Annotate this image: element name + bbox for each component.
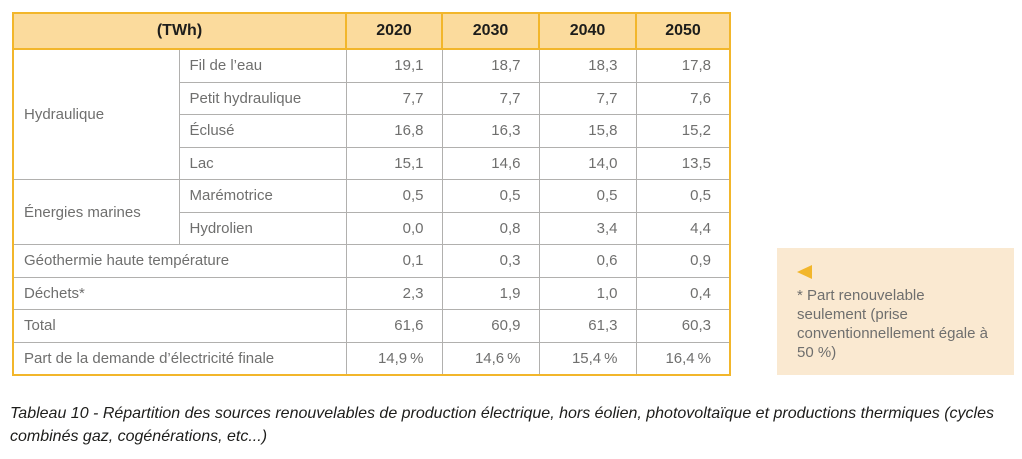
row-label-dechets: Déchets* [12,276,347,310]
cell-value: 0,1 [345,244,443,278]
cell-value: 19,1 [345,48,443,83]
cell-value: 7,7 [441,81,540,115]
cell-value: 1,9 [441,276,540,310]
cell-value: 15,8 [538,114,637,148]
table-body: Hydraulique Fil de l’eau 19,1 18,7 18,3 … [12,48,731,376]
cell-value: 7,6 [635,81,731,115]
table-caption: Tableau 10 - Répartition des sources ren… [10,405,994,446]
cell-value: 61,6 [345,309,443,343]
cell-value: 0,5 [635,179,731,213]
table-row: Énergies marines Marémotrice 0,5 0,5 0,5… [12,179,731,245]
table-row: Hydrolien 0,0 0,8 3,4 4,4 [13,211,731,245]
row-label: Marémotrice [178,179,347,213]
cell-value: 0,5 [441,179,540,213]
row-label: Éclusé [178,114,347,148]
table-header-row: (TWh) 2020 2030 2040 2050 [12,12,731,50]
cell-value: 16,4 % [635,341,731,376]
year-header-2050: 2050 [635,12,731,50]
cell-value: 17,8 [635,48,731,83]
cell-value: 0,4 [635,276,731,310]
cell-value: 1,0 [538,276,637,310]
table-header: (TWh) 2020 2030 2040 2050 [12,12,731,50]
table-row: Hydraulique Fil de l’eau 19,1 18,7 18,3 … [12,48,731,180]
cell-value: 14,9 % [345,341,443,376]
row-label: Fil de l’eau [178,48,347,83]
cell-value: 15,1 [345,146,443,180]
cell-value: 0,9 [635,244,731,278]
cell-value: 18,7 [441,48,540,83]
cell-value: 0,0 [345,211,443,245]
cell-value: 7,7 [538,81,637,115]
year-header-2020: 2020 [345,12,443,50]
table-row: Éclusé 16,8 16,3 15,8 15,2 [13,114,731,148]
cell-value: 60,9 [441,309,540,343]
cell-value: 3,4 [538,211,637,245]
cell-value: 13,5 [635,146,731,180]
row-label-part-demande: Part de la demande d’électricité finale [12,341,347,376]
row-label-geothermie: Géothermie haute température [12,244,347,278]
table-row: Petit hydraulique 7,7 7,7 7,7 7,6 [13,81,731,115]
cell-value: 16,3 [441,114,540,148]
cell-value: 16,8 [345,114,443,148]
row-label: Petit hydraulique [178,81,347,115]
cell-value: 4,4 [635,211,731,245]
cell-value: 61,3 [538,309,637,343]
cell-value: 60,3 [635,309,731,343]
cell-value: 0,6 [538,244,637,278]
table-row: Total 61,6 60,9 61,3 60,3 [12,309,731,343]
year-header-2040: 2040 [538,12,637,50]
table-row: Géothermie haute température 0,1 0,3 0,6… [12,244,731,278]
table-row: Déchets* 2,3 1,9 1,0 0,4 [12,276,731,310]
group-label-hydraulique: Hydraulique [12,48,180,180]
cell-value: 0,8 [441,211,540,245]
year-header-2030: 2030 [441,12,540,50]
footnote-box: * Part renouvelable seulement (prise con… [777,248,1014,375]
cell-value: 18,3 [538,48,637,83]
cell-value: 15,4 % [538,341,637,376]
renewable-production-table: (TWh) 2020 2030 2040 2050 Hydraulique Fi… [12,12,731,376]
table-row: Lac 15,1 14,6 14,0 13,5 [13,146,731,180]
footnote-text: * Part renouvelable seulement (prise con… [797,287,988,361]
cell-value: 7,7 [345,81,443,115]
cell-value: 2,3 [345,276,443,310]
group-label-energies-marines: Énergies marines [12,179,180,245]
table-row: Part de la demande d’électricité finale … [12,341,731,376]
cell-value: 0,3 [441,244,540,278]
row-label-total: Total [12,309,347,343]
cell-value: 14,6 % [441,341,540,376]
row-label: Lac [178,146,347,180]
cell-value: 14,6 [441,146,540,180]
left-triangle-icon [797,265,812,279]
unit-header-cell: (TWh) [12,12,347,50]
cell-value: 0,5 [538,179,637,213]
row-label: Hydrolien [178,211,347,245]
cell-value: 14,0 [538,146,637,180]
cell-value: 0,5 [345,179,443,213]
cell-value: 15,2 [635,114,731,148]
